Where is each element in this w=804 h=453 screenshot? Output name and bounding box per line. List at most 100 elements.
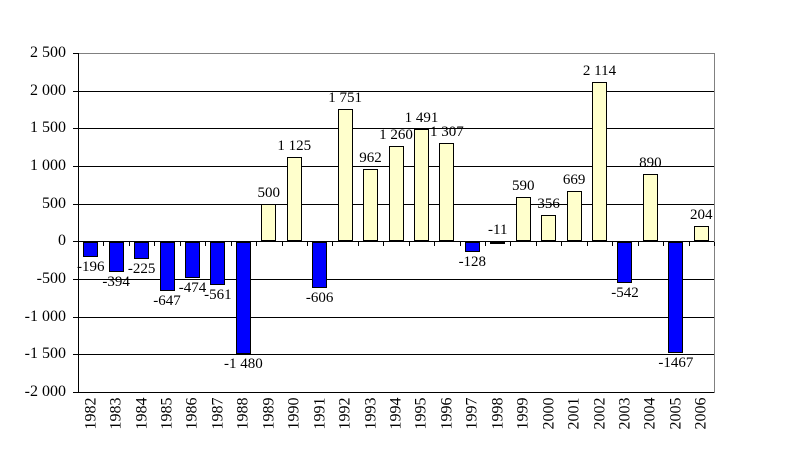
category-tick: [332, 242, 334, 247]
category-tick: [205, 242, 207, 247]
bar-2001: [566, 190, 582, 242]
bar-label-2006: 204: [690, 206, 713, 223]
bar-label-1982: -196: [76, 259, 105, 276]
bar-label-1998: -11: [488, 222, 508, 239]
category-tick: [306, 242, 308, 247]
bar-label-2001: 669: [562, 171, 586, 188]
bar-1997: [464, 242, 480, 252]
x-tick-label-1988: 1988: [234, 397, 252, 430]
y-axis-tick--1500: [73, 354, 78, 356]
x-tick-label-2002: 2002: [591, 397, 609, 430]
bar-1998: [490, 242, 506, 245]
y-tick-label-0: 0: [58, 232, 66, 250]
bar-2003: [617, 242, 633, 284]
bar-label-1983: -394: [102, 274, 130, 290]
bar-label-2005: -1467: [658, 354, 694, 371]
y-axis-tick-2500: [73, 53, 78, 54]
bar-1982: [83, 242, 99, 258]
bar-1991: [312, 242, 328, 288]
x-tick-label-2005: 2005: [667, 397, 685, 430]
bar-label-1988: -1 480: [223, 355, 263, 372]
gridline--1500: [78, 354, 714, 356]
category-tick: [383, 242, 385, 247]
bar-label-1986: -474: [178, 280, 207, 297]
bar-label-1996: 1 307: [430, 123, 464, 140]
category-tick: [103, 242, 105, 247]
x-tick-label-1985: 1985: [158, 397, 176, 430]
y-axis-tick--1000: [73, 316, 78, 318]
bar-label-1994: 1 260: [379, 127, 413, 144]
y-tick-label-1000: 1 000: [30, 157, 66, 174]
x-tick-label-1993: 1993: [362, 397, 380, 430]
x-tick-label-1998: 1998: [489, 397, 507, 430]
y-tick-label-500: 500: [42, 194, 66, 212]
x-tick-label-1987: 1987: [209, 397, 227, 430]
category-tick: [78, 242, 79, 247]
bar-label-2003: -542: [611, 285, 639, 302]
bar-1987: [210, 242, 226, 285]
gridline--2000: [78, 392, 714, 393]
bar-label-2004: 890: [639, 155, 662, 172]
x-axis-zero-line: [78, 241, 714, 243]
y-axis-tick-1500: [73, 128, 78, 130]
x-tick-label-2004: 2004: [641, 397, 659, 430]
category-tick: [612, 242, 614, 247]
bar-label-2000: 356: [537, 195, 560, 212]
bar-1996: [439, 142, 455, 242]
y-tick-label--500: -500: [36, 270, 66, 287]
bar-label-1992: 1 751: [328, 90, 362, 107]
bar-label-1995: 1 491: [404, 110, 439, 126]
bar-1995: [413, 129, 429, 242]
bar-label-1987: -561: [204, 286, 232, 303]
y-tick-label-1500: 1 500: [30, 119, 66, 137]
y-axis-tick-1000: [73, 166, 78, 167]
category-tick: [459, 242, 461, 247]
category-tick: [535, 242, 537, 247]
bar-2005: [668, 242, 684, 353]
bar-2000: [541, 214, 557, 242]
bar-1985: [159, 242, 175, 292]
gridline--500: [78, 279, 714, 280]
bar-1993: [363, 168, 379, 242]
y-tick-label--1000: -1 000: [24, 307, 66, 325]
bar-label-1997: -128: [458, 253, 487, 270]
category-tick: [256, 242, 258, 247]
y-tick-label--2000: -2 000: [24, 383, 66, 400]
bar-1999: [515, 196, 531, 242]
x-tick-label-1999: 1999: [514, 397, 532, 430]
x-tick-label-1994: 1994: [387, 397, 405, 430]
bar-2002: [592, 82, 608, 242]
category-tick: [128, 242, 130, 247]
y-axis-tick-2000: [73, 90, 78, 92]
bar-1986: [184, 242, 200, 279]
gridline-2000: [78, 90, 714, 92]
bar-1990: [286, 156, 302, 242]
gridline-1500: [78, 128, 714, 130]
category-tick: [561, 242, 563, 247]
bar-2004: [642, 174, 658, 242]
y-axis-tick--2000: [73, 392, 78, 393]
y-axis-line: [78, 53, 79, 393]
bar-1983: [108, 242, 124, 272]
bar-1988: [235, 242, 251, 354]
category-tick: [179, 242, 181, 247]
x-tick-label-2003: 2003: [616, 397, 634, 430]
category-tick: [637, 242, 639, 247]
x-tick-label-1996: 1996: [438, 397, 456, 430]
gridline--1000: [78, 316, 714, 318]
x-tick-label-1990: 1990: [285, 397, 303, 430]
category-tick: [688, 242, 690, 247]
x-tick-label-1991: 1991: [311, 397, 329, 430]
y-tick-label-2000: 2 000: [30, 81, 66, 99]
x-tick-label-1997: 1997: [463, 397, 481, 430]
bar-label-2002: 2 114: [582, 63, 617, 80]
bar-1989: [261, 203, 277, 242]
y-tick-label--1500: -1 500: [24, 345, 66, 363]
bar-label-1993: 962: [359, 149, 382, 166]
bar-label-1999: 590: [511, 177, 535, 194]
category-tick: [510, 242, 512, 247]
y-axis-tick--500: [73, 279, 78, 280]
x-tick-label-1986: 1986: [183, 397, 201, 430]
category-tick: [586, 242, 588, 247]
